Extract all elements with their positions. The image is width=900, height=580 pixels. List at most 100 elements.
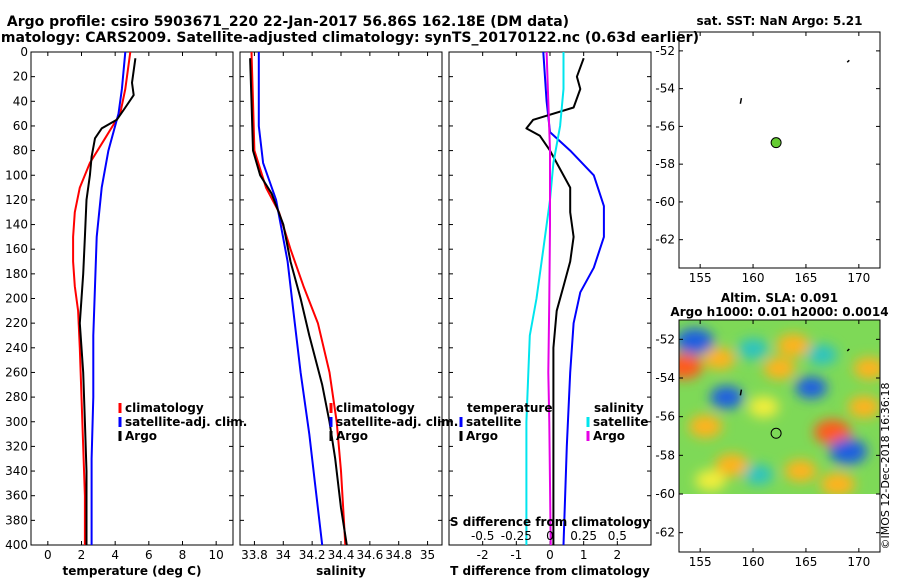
heatmap-cell <box>763 357 796 380</box>
x-tick-label: -2 <box>477 548 489 562</box>
panel-map-sla: 155 160 165 170 -52 -54 -56 -58 -60 -62 Altim. SLA… <box>655 291 888 569</box>
series-line <box>250 51 347 546</box>
map-y-tick-label: -62 <box>655 526 675 540</box>
x-tick-label: 34 <box>276 548 291 562</box>
y-tick-label: 180 <box>5 267 28 281</box>
map-y-tick-label: -58 <box>655 157 675 171</box>
top-axis-label: S difference from climatology <box>450 515 650 529</box>
map-y-tick-label: -62 <box>655 233 675 247</box>
map-y-tick-label: -56 <box>655 410 675 424</box>
heatmap-cell <box>695 469 727 492</box>
map-x-tick-label: 165 <box>794 555 817 569</box>
map-subtitle: Argo h1000: 0.01 h2000: 0.0014 <box>670 305 888 319</box>
legend-label: climatology <box>336 401 415 415</box>
map-x-tick-label: 160 <box>742 555 765 569</box>
heatmap-cell <box>703 347 736 370</box>
heatmap-field <box>679 320 880 494</box>
x-tick-label: 6 <box>145 548 153 562</box>
series-line <box>249 58 348 546</box>
heatmap-cell <box>853 357 880 380</box>
series-line <box>542 51 605 546</box>
legend-title-salinity: salinity <box>594 401 644 415</box>
map-title: sat. SST: NaN Argo: 5.21 <box>697 14 863 28</box>
series-line <box>525 52 565 545</box>
panel-difference: -2 -1 0 1 2 T difference from climatology S di… <box>448 51 652 578</box>
series-line <box>545 51 552 546</box>
map-y-tick-label: -54 <box>655 82 675 96</box>
float-track <box>846 59 850 63</box>
heatmap-cell <box>743 464 774 485</box>
x-tick-label: 8 <box>179 548 187 562</box>
top-tick-label: 0.25 <box>570 529 597 543</box>
y-tick-label: 220 <box>5 316 28 330</box>
float-track <box>739 97 743 104</box>
y-tick-label: 380 <box>5 513 28 527</box>
series-line <box>72 51 132 545</box>
figure-title-line1: Argo profile: csiro 5903671_220 22-Jan-2… <box>7 14 569 30</box>
legend-label: satellite-adj. clim. <box>125 415 247 429</box>
map-y-tick-label: -56 <box>655 119 675 133</box>
x-tick-label: 10 <box>209 548 224 562</box>
x-tick-label: 0 <box>546 548 554 562</box>
heatmap-cell <box>795 376 828 399</box>
map-x-tick-label: 170 <box>847 271 870 285</box>
top-tick-label: -0.5 <box>471 529 494 543</box>
top-tick-label: 0.5 <box>608 529 627 543</box>
legend-title-temperature: temperature <box>467 401 552 415</box>
heatmap-cell <box>748 396 780 418</box>
heatmap-cell <box>806 344 838 366</box>
map-x-tick-label: 170 <box>847 555 870 569</box>
y-tick-label: 60 <box>13 119 28 133</box>
heatmap-cell <box>829 438 868 465</box>
legend-label: satellite <box>593 415 648 429</box>
heatmap-cell <box>679 328 714 355</box>
top-tick-label: -0.25 <box>501 529 532 543</box>
x-tick-label: 34.2 <box>299 548 326 562</box>
x-tick-label: 35 <box>420 548 435 562</box>
float-marker <box>770 427 782 439</box>
y-tick-label: 0 <box>20 45 28 59</box>
y-tick-label: 360 <box>5 489 28 503</box>
y-tick-label: 20 <box>13 70 28 84</box>
y-tick-label: 40 <box>13 94 28 108</box>
map-title: Altim. SLA: 0.091 <box>721 291 838 305</box>
x-tick-label: 1 <box>580 548 588 562</box>
series-line <box>257 52 324 546</box>
heatmap-cell <box>679 353 703 379</box>
heatmap-blobs <box>679 328 880 494</box>
y-tick-label: 120 <box>5 193 28 207</box>
y-tick-label: 280 <box>5 390 28 404</box>
map-y-tick-label: -52 <box>655 332 675 346</box>
heatmap-cell <box>710 385 744 409</box>
map-y-tick-label: -58 <box>655 448 675 462</box>
float-track <box>846 348 850 352</box>
legend-label: Argo <box>336 429 368 443</box>
legend-label: Argo <box>466 429 498 443</box>
legend-label: Argo <box>125 429 157 443</box>
panel-salinity: 33.8 34 34.2 34.4 34.6 34.8 35 salinity <box>239 51 443 578</box>
watermark: ©IMOS 12-Dec-2018 16:36:18 <box>879 383 892 550</box>
x-axis-label: salinity <box>316 564 366 578</box>
heatmap-cell <box>715 453 749 477</box>
x-tick-label: 33.8 <box>241 548 268 562</box>
panel-map-sst: 155 160 165 170 -52 -54 -56 -58 -60 -62 sat. SST: … <box>655 14 881 285</box>
x-tick-label: 34.8 <box>385 548 412 562</box>
y-tick-label: 160 <box>5 242 28 256</box>
y-tick-label: 260 <box>5 365 28 379</box>
x-tick-label: 2 <box>614 548 622 562</box>
map-x-tick-label: 165 <box>794 271 817 285</box>
y-tick-label: 100 <box>5 168 28 182</box>
x-axis-label: temperature (deg C) <box>63 564 202 578</box>
series-line <box>90 51 127 545</box>
y-tick-label: 340 <box>5 464 28 478</box>
y-tick-label: 300 <box>5 415 28 429</box>
x-axis-label: T difference from climatology <box>450 564 650 578</box>
y-tick-label: 80 <box>13 144 28 158</box>
map-frame <box>678 319 881 553</box>
legend-label: climatology <box>125 401 204 415</box>
heatmap-cell <box>848 396 880 418</box>
map-frame <box>678 31 881 269</box>
y-tick-label: 320 <box>5 439 28 453</box>
heatmap-cell <box>813 419 851 445</box>
